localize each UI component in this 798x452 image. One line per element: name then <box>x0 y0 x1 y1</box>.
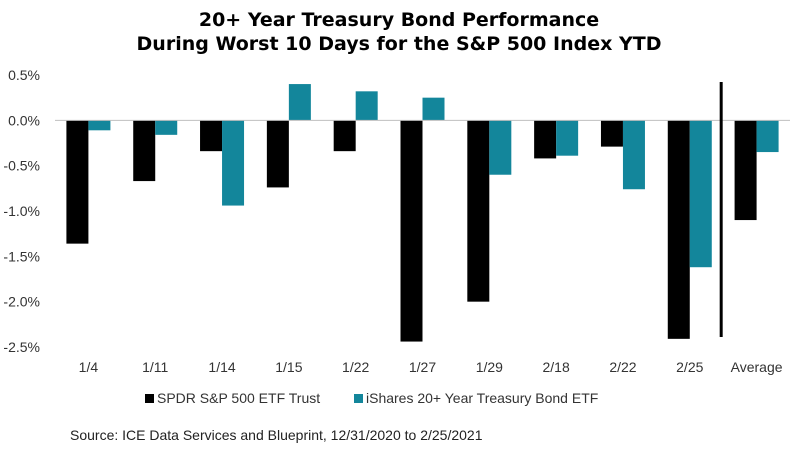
bar-spdr-1-4 <box>66 120 89 244</box>
chart-title-line-2: During Worst 10 Days for the S&P 500 Ind… <box>136 33 662 55</box>
bar-spdr-1-11 <box>133 120 156 182</box>
bar-spdr-1-15 <box>266 120 289 188</box>
x-tick-label: 1/22 <box>342 359 369 375</box>
bar-ishares-1-22 <box>355 91 378 121</box>
bar-ishares-average <box>756 120 779 153</box>
y-tick-label: -2.0% <box>3 294 40 310</box>
y-tick-label: -2.5% <box>3 339 40 355</box>
y-tick-label: 0.0% <box>8 112 40 128</box>
x-tick-label: 2/18 <box>543 359 570 375</box>
legend-label-ishares: iShares 20+ Year Treasury Bond ETF <box>366 390 599 406</box>
x-tick-label: 1/15 <box>275 359 302 375</box>
x-tick-label: 1/11 <box>142 359 168 375</box>
y-tick-label: 0.5% <box>8 67 40 83</box>
legend-swatch-spdr <box>145 394 154 403</box>
legend-item-ishares: iShares 20+ Year Treasury Bond ETF <box>354 388 598 408</box>
bar-ishares-1-15 <box>288 84 311 121</box>
legend-item-spdr: SPDR S&P 500 ETF Trust <box>145 388 320 408</box>
legend: SPDR S&P 500 ETF Trust iShares 20+ Year … <box>0 388 798 408</box>
bar-spdr-1-14 <box>200 120 223 152</box>
bar-spdr-2-18 <box>534 120 557 159</box>
bar-spdr-1-29 <box>467 120 490 302</box>
bar-spdr-average <box>734 120 757 221</box>
bar-spdr-2-25 <box>667 120 690 339</box>
x-tick-label: 1/4 <box>79 359 99 375</box>
bar-spdr-1-27 <box>400 120 423 342</box>
x-tick-label: 2/22 <box>609 359 636 375</box>
bar-spdr-1-22 <box>333 120 356 152</box>
bar-ishares-2-22 <box>622 120 645 190</box>
bar-ishares-1-29 <box>489 120 512 175</box>
bar-ishares-1-11 <box>155 120 178 135</box>
x-tick-label: 1/29 <box>476 359 503 375</box>
x-tick-label: Average <box>731 359 783 375</box>
bar-ishares-1-4 <box>88 120 111 131</box>
source-note: Source: ICE Data Services and Blueprint,… <box>70 427 483 443</box>
chart-title: 20+ Year Treasury Bond Performance Durin… <box>0 8 798 56</box>
chart-title-line-1: 20+ Year Treasury Bond Performance <box>198 9 600 31</box>
x-tick-label: 2/25 <box>676 359 703 375</box>
bar-ishares-1-27 <box>422 97 445 121</box>
x-tick-label: 1/27 <box>409 359 436 375</box>
bar-ishares-2-25 <box>689 120 712 268</box>
bar-ishares-1-14 <box>222 120 245 206</box>
bar-ishares-2-18 <box>556 120 579 156</box>
y-tick-label: -0.5% <box>3 158 40 174</box>
legend-label-spdr: SPDR S&P 500 ETF Trust <box>157 390 321 406</box>
y-tick-label: -1.5% <box>3 248 40 264</box>
bar-spdr-2-22 <box>600 120 623 147</box>
x-tick-label: 1/14 <box>208 359 235 375</box>
legend-swatch-ishares <box>354 394 363 403</box>
y-tick-label: -1.0% <box>3 203 40 219</box>
